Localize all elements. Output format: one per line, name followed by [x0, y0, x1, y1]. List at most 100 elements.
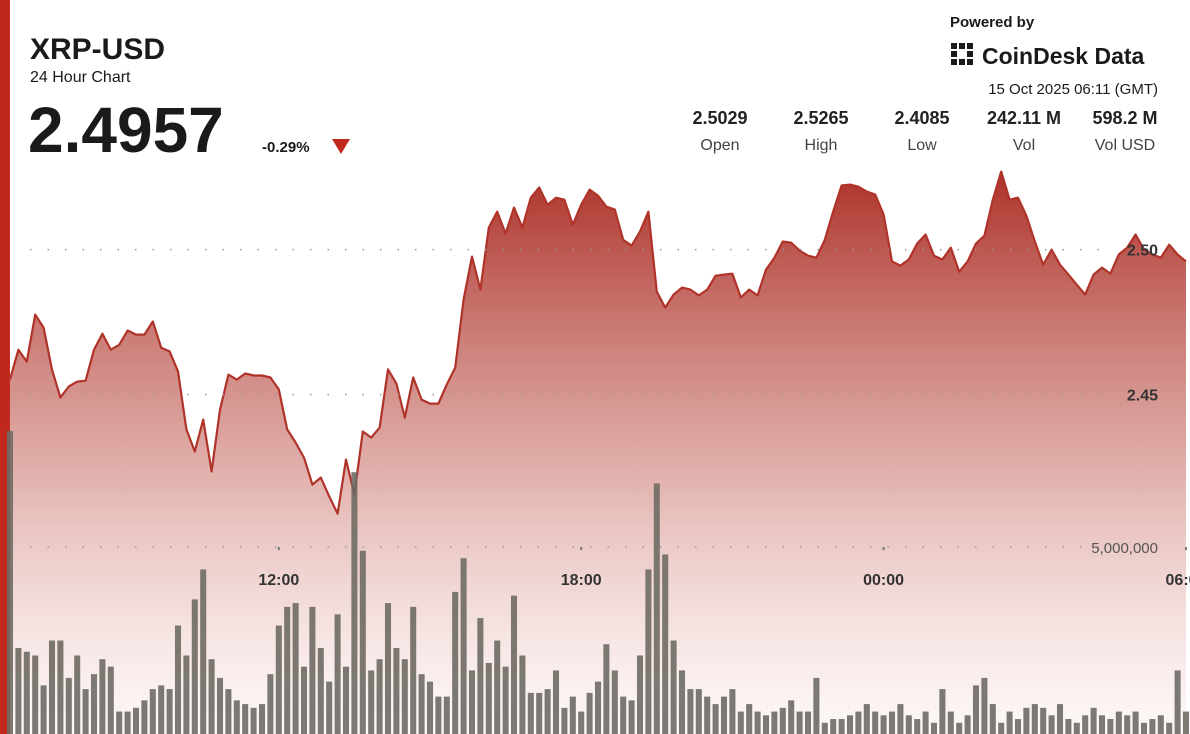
volume-bar	[485, 662, 492, 734]
volume-bar	[611, 670, 618, 734]
volume-bar	[1174, 670, 1181, 734]
volume-bar	[527, 692, 534, 734]
volume-bar	[947, 711, 954, 734]
volume-bar	[435, 696, 442, 734]
volume-bar	[200, 569, 207, 734]
volume-bar	[905, 715, 912, 734]
volume-bar	[1124, 715, 1131, 734]
volume-bar	[620, 696, 627, 734]
volume-bar	[729, 689, 736, 734]
volume-bar	[981, 677, 988, 734]
volume-bar	[687, 689, 694, 734]
volume-bar	[460, 558, 467, 734]
brand: CoinDesk Data	[982, 43, 1145, 69]
volume-bar	[746, 704, 753, 734]
volume-bar	[1149, 719, 1156, 734]
volume-bar	[1090, 707, 1097, 734]
volume-bar	[107, 666, 114, 734]
stat-value: 598.2 M	[1092, 108, 1157, 128]
volume-bar	[678, 670, 686, 734]
volume-bar	[258, 704, 266, 734]
volume-bar	[132, 707, 140, 734]
volume-bar	[972, 685, 980, 734]
brand-logo	[951, 43, 973, 65]
volume-bar	[468, 670, 476, 734]
volume-bar	[242, 704, 249, 734]
powered-by: Powered by	[950, 14, 1035, 31]
timestamp: 15 Oct 2025 06:11 (GMT)	[988, 81, 1158, 98]
volume-bar	[1166, 722, 1173, 734]
volume-bar	[292, 603, 299, 734]
volume-bar	[998, 722, 1005, 734]
volume-bar	[149, 689, 156, 734]
volume-bar	[1031, 704, 1038, 734]
volume-bar	[334, 614, 341, 734]
volume-bar	[393, 647, 400, 734]
volume-bar	[1048, 715, 1055, 734]
stat-label: Vol USD	[1095, 137, 1155, 154]
stats: 2.5029 Open 2.5265 High 2.4085 Low 242.11 M Vol…	[692, 108, 1157, 154]
volume-bar	[695, 689, 702, 734]
volume-bar	[6, 431, 14, 734]
symbol: XRP-USD	[30, 33, 165, 66]
volume-bar	[1157, 715, 1164, 734]
x-tick-label: 12:00	[258, 572, 299, 589]
plot: 2.50 2.45 5,000,000 12:00 18:00 00:00 06:00	[6, 170, 1190, 734]
volume-bar	[989, 704, 996, 734]
volume-bar	[309, 606, 316, 734]
volume-bar	[124, 711, 131, 734]
subtitle: 24 Hour Chart	[30, 69, 131, 86]
volume-bar	[1182, 711, 1190, 734]
volume-bar	[410, 606, 417, 734]
volume-bar	[536, 692, 543, 734]
volume-bar	[384, 603, 392, 734]
stat-label: High	[805, 137, 838, 154]
volume-bar	[788, 700, 795, 734]
volume-bar	[1065, 719, 1072, 734]
volume-bar	[300, 666, 308, 734]
volume-bar	[872, 711, 879, 734]
volume-bar	[762, 715, 770, 734]
stat-value: 2.4085	[894, 108, 949, 128]
volume-bar	[586, 692, 593, 734]
volume-bar	[208, 659, 215, 734]
y-tick-label: 2.50	[1127, 243, 1158, 260]
volume-bar	[838, 719, 845, 734]
volume-bar	[32, 655, 39, 734]
volume-bar	[510, 595, 518, 734]
volume-bar	[1014, 719, 1022, 734]
volume-bar	[401, 659, 408, 734]
x-tick-label: 00:00	[863, 572, 904, 589]
volume-bar	[922, 711, 929, 734]
volume-bar	[519, 655, 526, 734]
volume-bar	[846, 715, 854, 734]
volume-bar	[645, 569, 652, 734]
volume-bar	[82, 689, 89, 734]
volume-bar	[754, 711, 761, 734]
volume-bar	[594, 681, 602, 734]
down-arrow	[332, 139, 350, 154]
volume-bar	[359, 550, 366, 734]
volume-bar	[494, 640, 501, 734]
volume-bar	[603, 644, 610, 734]
x-tick-label: 18:00	[561, 572, 602, 589]
volume-bar	[1023, 707, 1030, 734]
volume-bar	[636, 655, 644, 734]
price-line	[8, 170, 1187, 515]
volume-bar	[561, 707, 568, 734]
volume-bar	[1082, 715, 1089, 734]
volume-bar	[376, 659, 383, 734]
volume-bar	[720, 696, 728, 734]
stat-value: 2.5029	[692, 108, 747, 128]
volume-bar	[855, 711, 862, 734]
volume-bar	[804, 711, 812, 734]
volume-bar	[1006, 711, 1013, 734]
change: -0.29%	[262, 139, 310, 156]
volume-bar	[863, 704, 870, 734]
volume-bar	[477, 618, 484, 734]
volume-bar	[74, 655, 81, 734]
volume-bar	[914, 719, 921, 734]
volume-bar	[418, 674, 425, 734]
